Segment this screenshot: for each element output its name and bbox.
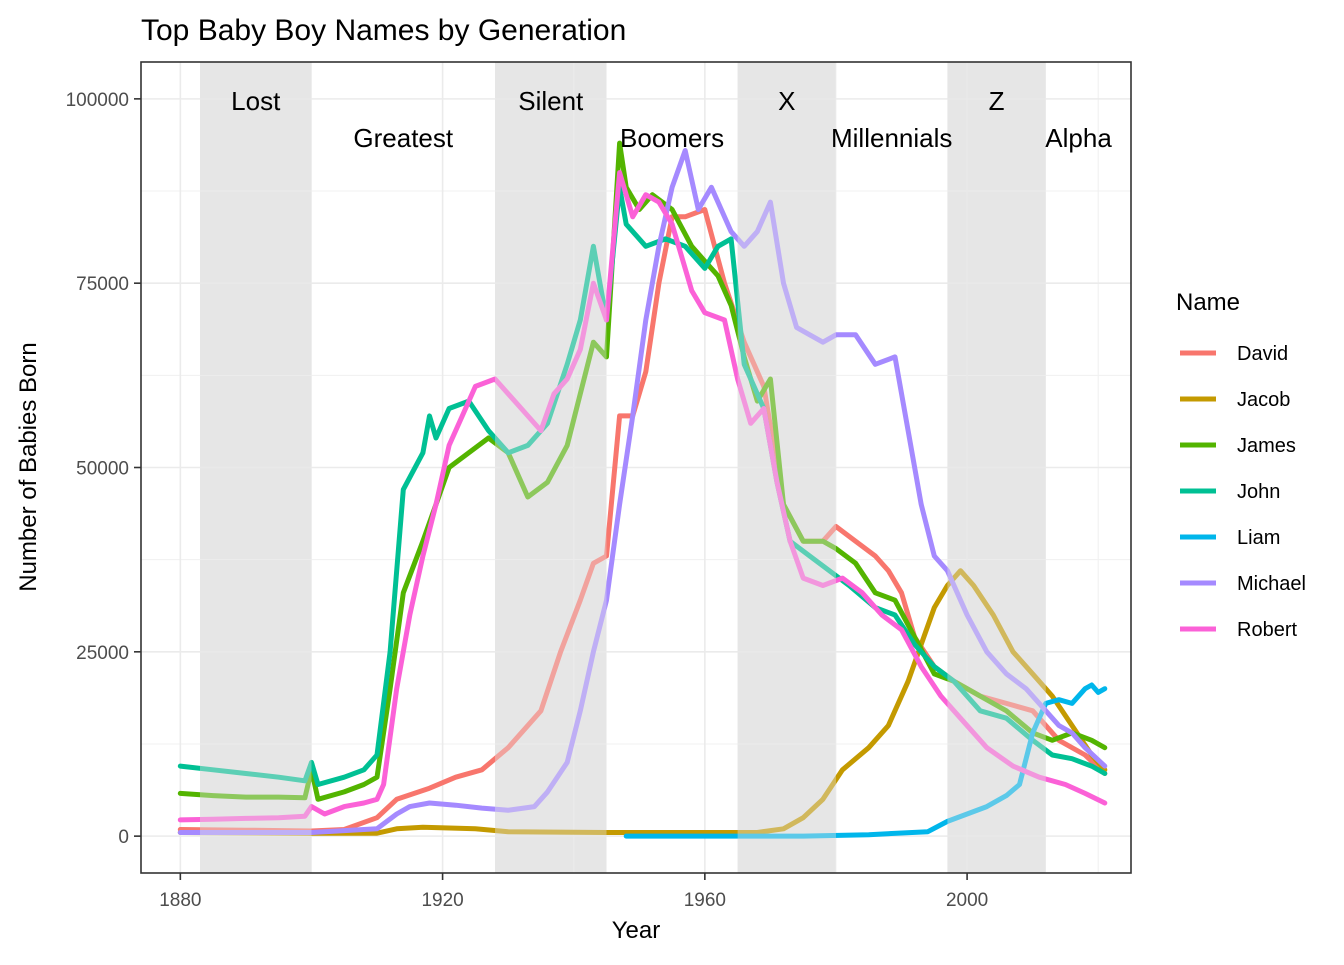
generation-band-overlay [737,62,836,873]
generation-label: Z [989,86,1005,116]
legend: Name David Jacob James John Liam Michael Rober… [1176,289,1306,641]
y-tick-label: 50000 [76,459,129,480]
legend-label: John [1237,481,1280,503]
generation-band-overlay [947,62,1046,873]
legend-label: Jacob [1237,389,1290,411]
generation-label: X [778,86,795,116]
generation-label: Alpha [1045,123,1112,153]
generation-label: Millennials [831,123,952,153]
series-line-jacob [177,568,1108,836]
y-tick-label: 100000 [66,90,129,111]
generation-labels: Lost Greatest Silent Boomers X Millennials Z Al… [231,86,1112,153]
y-axis-title: Number of Babies Born [15,342,42,591]
x-tick-label: 1880 [159,890,201,911]
x-axis-title: Year [612,917,661,944]
series-line-john [177,184,1108,787]
generation-band-overlay [495,62,607,873]
x-tick-label: 2000 [946,890,988,911]
axes: 1880 1920 1960 2000 0 25000 50000 75000 100000 [66,90,989,911]
generation-band-overlay [200,62,312,873]
series-line-robert [177,170,1108,823]
legend-title: Name [1176,289,1240,316]
legend-label: Liam [1237,527,1280,549]
y-tick-label: 0 [118,827,129,848]
chart-title: Top Baby Boy Names by Generation [141,14,626,47]
generation-label: Silent [518,86,584,116]
legend-label: Robert [1237,619,1297,641]
x-tick-label: 1960 [684,890,726,911]
legend-label: James [1237,435,1296,457]
generation-label: Lost [231,86,281,116]
legend-label: Michael [1237,573,1306,595]
y-tick-label: 75000 [76,274,129,295]
generation-label: Boomers [620,123,724,153]
series-lines [177,62,1108,873]
series-line-michael [177,148,1108,835]
legend-label: David [1237,343,1288,365]
series-line-liam [623,682,1108,839]
y-tick-label: 25000 [76,643,129,664]
generation-label: Greatest [353,123,453,153]
x-tick-label: 1920 [421,890,463,911]
